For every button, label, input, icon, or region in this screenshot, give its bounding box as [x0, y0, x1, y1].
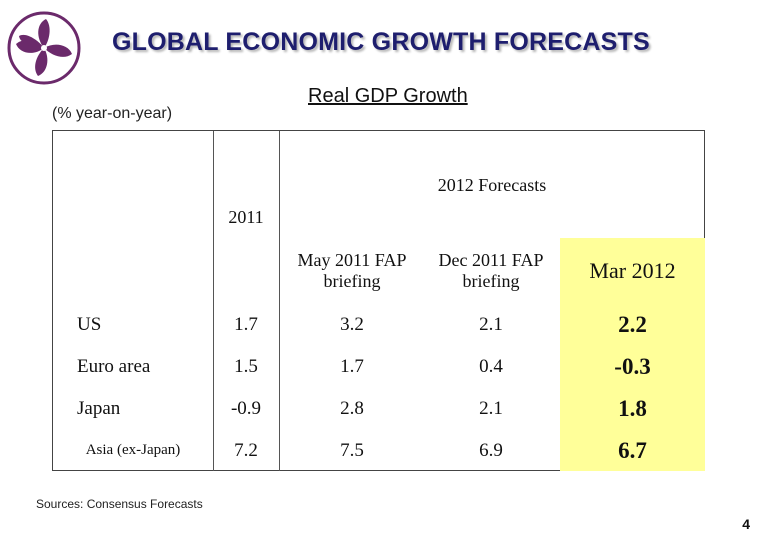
- page-title: GLOBAL ECONOMIC GROWTH FORECASTS: [112, 28, 650, 56]
- latest-forecast-highlight: [560, 238, 705, 471]
- table-cell-highlight: -0.3: [614, 353, 651, 379]
- table-cell-highlight: 6.7: [618, 437, 647, 463]
- table-cell: 2.1: [479, 314, 503, 336]
- row-label-japan: Japan: [77, 398, 121, 420]
- column-divider: [279, 131, 280, 471]
- forecast-table: 2011 2012 Forecasts May 2011 FAP briefin…: [52, 130, 705, 471]
- table-cell: 3.2: [340, 314, 364, 336]
- table-cell: 1.7: [340, 356, 364, 378]
- column-header-dec-2011: Dec 2011 FAP briefing: [438, 250, 544, 291]
- table-cell: 7.5: [340, 440, 364, 462]
- column-divider: [213, 131, 214, 471]
- forecast-group-header: 2012 Forecasts: [437, 174, 547, 195]
- table-cell: -0.9: [230, 398, 262, 420]
- sources-note: Sources: Consensus Forecasts: [36, 497, 203, 511]
- table-cell: 2.1: [479, 398, 503, 420]
- row-label-asia-ex-japan: Asia (ex-Japan): [85, 442, 181, 459]
- bauhinia-flower-icon: [7, 11, 81, 85]
- row-label-us: US: [77, 314, 102, 336]
- table-subtitle: Real GDP Growth: [308, 85, 468, 107]
- year-2011-header: 2011: [228, 206, 264, 227]
- page-number: 4: [742, 516, 750, 532]
- table-cell: 1.7: [234, 314, 258, 336]
- table-cell: 0.4: [479, 356, 503, 378]
- table-cell: 7.2: [234, 440, 258, 462]
- table-cell-highlight: 2.2: [618, 311, 647, 337]
- table-cell-highlight: 1.8: [618, 395, 647, 421]
- row-label-euro-area: Euro area: [77, 356, 151, 378]
- column-header-mar-2012: Mar 2012: [589, 258, 676, 284]
- table-cell: 1.5: [234, 356, 258, 378]
- table-cell: 6.9: [479, 440, 503, 462]
- unit-note: (% year-on-year): [52, 105, 173, 122]
- table-cell: 2.8: [340, 398, 364, 420]
- column-header-may-2011: May 2011 FAP briefing: [297, 250, 407, 291]
